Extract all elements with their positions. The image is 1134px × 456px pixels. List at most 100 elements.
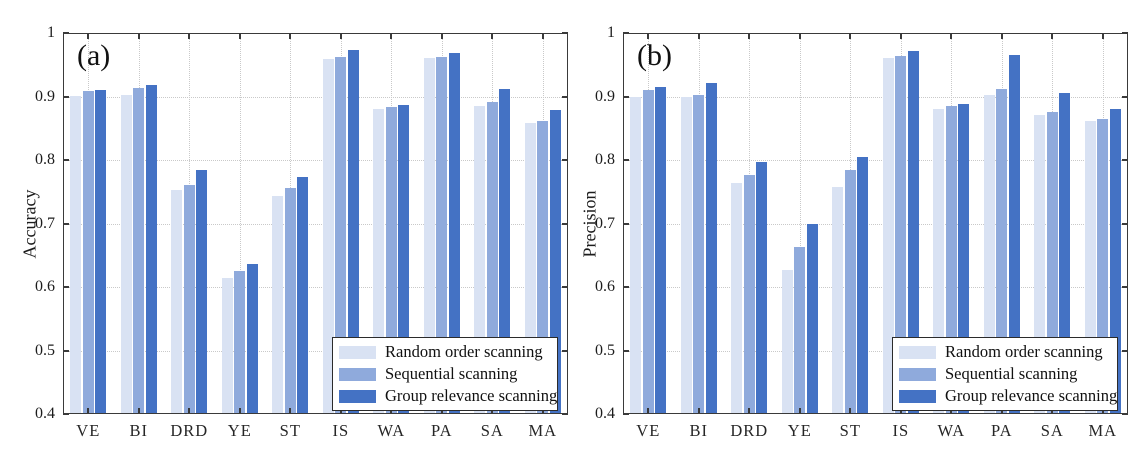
bar-WA-series-3	[958, 103, 970, 414]
y-tick-label: 0.9	[595, 87, 615, 105]
x-tick	[950, 33, 953, 39]
bar-MA-series-3	[549, 109, 561, 414]
x-tick	[899, 408, 902, 414]
legend-label: Sequential scanning	[385, 364, 518, 383]
legend-item: Random order scanning	[899, 341, 1117, 363]
gridline-horizontal	[63, 96, 568, 98]
x-tick	[541, 33, 544, 39]
x-tick	[137, 408, 140, 414]
bar-DRD-series-3	[196, 170, 208, 414]
legend-label: Random order scanning	[385, 342, 543, 361]
bar-ST-series-1	[832, 186, 844, 414]
x-tick	[647, 408, 650, 414]
bar-DRD-series-2	[743, 174, 755, 414]
x-tick	[339, 408, 342, 414]
y-tick	[562, 159, 568, 161]
y-tick	[623, 413, 629, 415]
y-tick	[1122, 349, 1128, 352]
bar-SA-series-1	[1034, 114, 1046, 414]
x-category-label: YE	[227, 421, 252, 440]
y-tick	[623, 286, 629, 288]
y-tick-label: 0.6	[595, 278, 615, 295]
bar-BI-series-3	[705, 83, 717, 414]
bar-PA-series-1	[423, 58, 435, 414]
bar-WA-series-2	[385, 107, 397, 414]
x-tick	[697, 33, 700, 39]
bar-VE-series-1	[70, 95, 82, 414]
x-category-label: PA	[431, 421, 453, 440]
y-tick	[623, 222, 629, 225]
x-tick	[440, 408, 443, 414]
bar-IS-series-2	[335, 56, 347, 414]
legend-label: Random order scanning	[945, 342, 1103, 361]
bar-YE-series-1	[781, 269, 793, 414]
bar-YE-series-3	[806, 223, 818, 414]
bar-WA-series-3	[398, 105, 410, 414]
x-tick	[697, 408, 700, 414]
x-tick	[798, 33, 801, 39]
x-tick	[950, 408, 953, 414]
y-tick-label: 0.7	[35, 214, 55, 232]
x-category-label: MA	[528, 421, 558, 440]
legend-item: Group relevance scanning	[899, 385, 1117, 407]
x-category-label: ST	[839, 421, 861, 440]
y-tick-label: 1	[607, 24, 615, 41]
bar-IS-series-1	[322, 59, 334, 414]
x-tick	[491, 408, 494, 414]
y-tick	[63, 286, 69, 288]
x-tick	[647, 33, 650, 39]
y-tick-label: 0.8	[35, 151, 55, 168]
y-tick	[1122, 413, 1128, 415]
x-tick	[390, 33, 393, 39]
x-tick	[849, 33, 852, 39]
x-tick	[1051, 33, 1054, 39]
x-tick	[1000, 33, 1003, 39]
x-category-label: WA	[377, 421, 406, 440]
legend-swatch-icon	[899, 345, 936, 359]
bar-SA-series-2	[1046, 111, 1058, 414]
bar-VE-series-3	[655, 87, 667, 414]
legend: Random order scanning Sequential scanning…	[892, 337, 1118, 411]
bar-DRD-series-3	[756, 161, 768, 414]
bar-IS-series-3	[907, 50, 919, 414]
legend-item: Sequential scanning	[899, 363, 1117, 385]
y-tick-label: 0.5	[595, 341, 615, 359]
y-tick	[63, 32, 69, 34]
x-category-label: DRD	[170, 421, 209, 440]
legend-swatch-icon	[339, 367, 376, 381]
y-tick	[1122, 286, 1128, 288]
bar-YE-series-2	[234, 270, 246, 414]
bar-WA-series-2	[945, 106, 957, 414]
panel-label-b: (b)	[637, 39, 672, 72]
bar-IS-series-2	[895, 55, 907, 414]
bar-DRD-series-1	[171, 189, 183, 414]
bar-ST-series-1	[272, 196, 284, 414]
bar-BI-series-3	[145, 85, 157, 414]
x-tick	[491, 33, 494, 39]
y-tick	[623, 349, 629, 352]
y-tick-label: 0.4	[35, 405, 55, 422]
gridline-vertical	[239, 33, 241, 414]
gridline-horizontal	[623, 160, 1128, 161]
x-category-label: YE	[787, 421, 812, 440]
bar-VE-series-2	[642, 90, 654, 414]
gridline-horizontal	[623, 96, 1128, 98]
x-tick	[1101, 33, 1104, 39]
x-category-label: PA	[991, 421, 1013, 440]
bar-BI-series-1	[680, 96, 692, 414]
y-tick	[623, 95, 629, 98]
y-tick	[63, 95, 69, 98]
bar-SA-series-3	[1059, 93, 1071, 414]
y-tick	[1122, 222, 1128, 225]
bar-DRD-series-2	[183, 184, 195, 414]
y-tick	[562, 222, 568, 225]
y-tick-label: 0.6	[35, 278, 55, 295]
bar-BI-series-2	[693, 94, 705, 414]
gridline-vertical	[799, 33, 801, 414]
x-tick	[748, 408, 751, 414]
legend-swatch-icon	[339, 345, 376, 359]
x-category-label: BI	[129, 421, 149, 440]
y-tick	[1122, 159, 1128, 161]
bar-PA-series-2	[996, 88, 1008, 414]
